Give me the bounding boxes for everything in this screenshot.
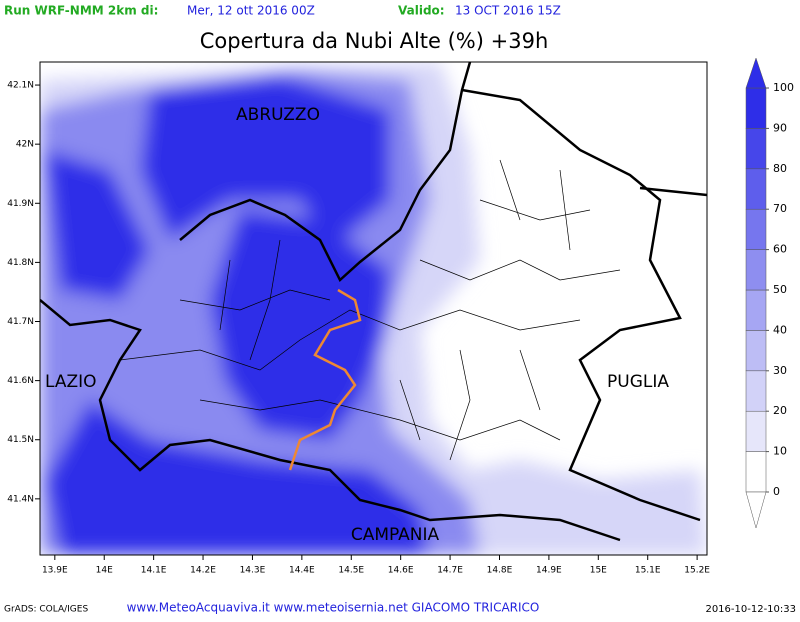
x-tick-label: 15E [590, 566, 607, 576]
x-tick-label: 14.1E [141, 566, 167, 576]
region-label: LAZIO [45, 372, 97, 392]
y-tick-label: 42N [16, 140, 34, 150]
colorbar-tick-label: 40 [773, 323, 787, 336]
molise-border [288, 288, 362, 471]
x-tick-label: 14.8E [487, 566, 513, 576]
colorbar-arrow-top [745, 57, 767, 89]
x-tick-label: 13.9E [42, 566, 68, 576]
region-label: PUGLIA [607, 372, 669, 392]
colorbar-tick-label: 80 [773, 162, 787, 175]
colorbar: 0 10 20 30 40 50 60 70 80 90 100 [745, 57, 794, 529]
region-labels: ABRUZZO LAZIO PUGLIA CAMPANIA [45, 105, 669, 545]
colorbar-tick-label: 90 [773, 121, 787, 134]
colorbar-segment [745, 208, 767, 250]
axes: 13.9E 14E 14.1E 14.2E 14.3E 14.4E 14.5E 14.6E 14… [7, 81, 710, 576]
x-tick-label: 14.3E [240, 566, 266, 576]
x-tick-label: 14E [96, 566, 113, 576]
valid-date: 13 OCT 2016 15Z [455, 4, 561, 18]
x-tick-label: 14.7E [437, 566, 463, 576]
colorbar-segment [745, 451, 767, 493]
footer-left: GrADS: COLA/IGES [4, 605, 88, 615]
municipal-lines [119, 159, 621, 461]
colorbar-segment [745, 289, 767, 331]
map-area: ABRUZZO LAZIO PUGLIA CAMPANIA [40, 62, 707, 555]
colorbar-segment [745, 410, 767, 452]
colorbar-tick-label: 30 [773, 364, 787, 377]
footer-center: www.MeteoAcquaviva.it www.meteoisernia.n… [127, 601, 540, 615]
x-tick-label: 15.1E [635, 566, 661, 576]
colorbar-segment [745, 249, 767, 291]
x-tick-label: 15.2E [684, 566, 710, 576]
map-title: Copertura da Nubi Alte (%) +39h [200, 29, 549, 53]
x-tick-label: 14.2E [190, 566, 216, 576]
y-tick-label: 41.9N [7, 199, 34, 209]
footer-right: 2016-10-12-10:33 [705, 604, 796, 615]
region-border [461, 88, 701, 522]
run-date: Mer, 12 ott 2016 00Z [187, 4, 315, 18]
cloud-dark [45, 400, 430, 555]
coastline [639, 186, 707, 197]
region-border [179, 62, 472, 283]
colorbar-tick-label: 10 [773, 445, 787, 458]
colorbar-tick-label: 50 [773, 283, 787, 296]
x-tick-label: 14.4E [289, 566, 315, 576]
y-tick-label: 41.6N [7, 376, 34, 386]
colorbar-tick-label: 0 [773, 485, 780, 498]
colorbar-tick-label: 70 [773, 202, 787, 215]
colorbar-tick-label: 60 [773, 243, 787, 256]
run-label: Run WRF-NMM 2km di: [4, 4, 158, 18]
colorbar-segment [745, 370, 767, 412]
colorbar-arrow-bottom [745, 491, 767, 529]
x-tick-label: 14.6E [388, 566, 414, 576]
cloud-dark [140, 75, 390, 250]
cloud-dark [210, 210, 390, 440]
y-tick-label: 42.1N [7, 81, 34, 91]
region-border [40, 299, 621, 542]
colorbar-segment [745, 330, 767, 372]
y-tick-label: 41.7N [7, 317, 34, 327]
boundaries [40, 62, 707, 542]
map-frame [39, 61, 708, 556]
colorbar-tick-label: 20 [773, 404, 787, 417]
cloud-field [40, 62, 707, 555]
valid-label: Valido: [398, 4, 445, 18]
x-tick-label: 14.5E [338, 566, 364, 576]
y-tick-label: 41.4N [7, 494, 34, 504]
region-label: CAMPANIA [351, 525, 440, 545]
colorbar-segment [745, 128, 767, 170]
colorbar-segment [745, 87, 767, 129]
region-label: ABRUZZO [236, 105, 320, 125]
y-tick-label: 41.5N [7, 435, 34, 445]
x-tick-label: 14.9E [536, 566, 562, 576]
colorbar-segment [745, 168, 767, 210]
cloud-dark [45, 150, 150, 300]
y-tick-label: 41.8N [7, 258, 34, 268]
colorbar-tick-label: 100 [773, 81, 794, 94]
